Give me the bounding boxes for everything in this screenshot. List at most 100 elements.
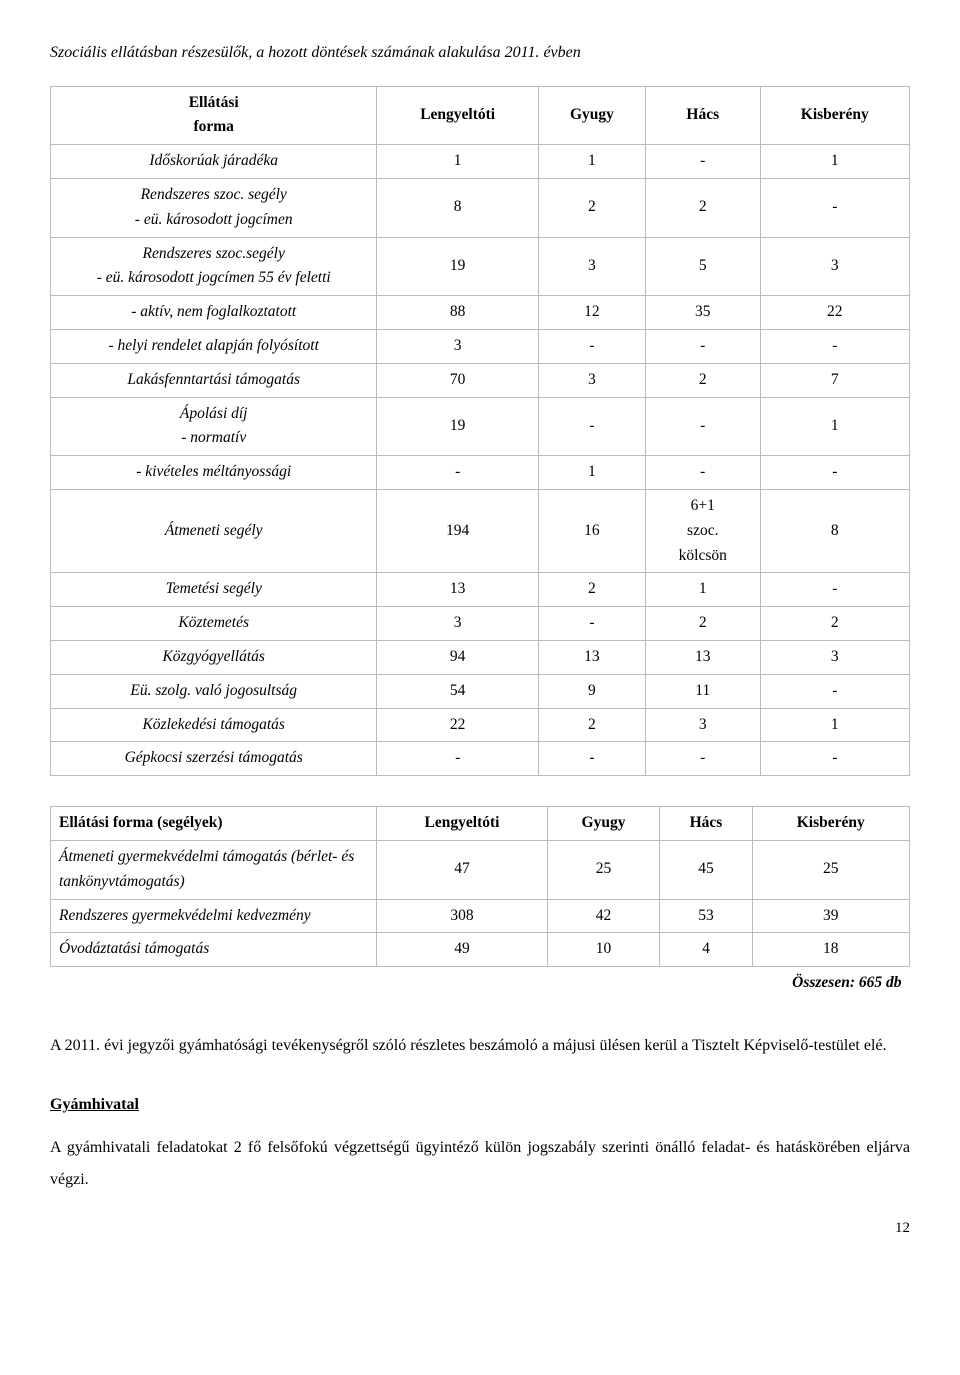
cell: 3 [377,329,538,363]
cell: 19 [377,237,538,296]
cell: 1 [760,397,909,456]
cell: - [645,145,760,179]
cell: 35 [645,296,760,330]
row-label: - aktív, nem foglalkoztatott [51,296,377,330]
cell: 2 [645,363,760,397]
benefits-table-1: Ellátási formaLengyeltótiGyugyHácsKisber… [50,86,910,777]
cell: 9 [538,674,645,708]
table1-col-label: Ellátási forma [51,86,377,145]
cell: 1 [645,573,760,607]
section-heading: Gyámhivatal [50,1092,910,1118]
table-row: - aktív, nem foglalkoztatott88123522 [51,296,910,330]
row-label: Rendszeres gyermekvédelmi kedvezmény [51,899,377,933]
cell: 11 [645,674,760,708]
table-row: Köztemetés3-22 [51,607,910,641]
cell: 42 [547,899,660,933]
cell: 3 [645,708,760,742]
cell: 6+1 szoc. kölcsön [645,489,760,572]
cell: 39 [752,899,910,933]
row-label: Gépkocsi szerzési támogatás [51,742,377,776]
table-row: Átmeneti segély194166+1 szoc. kölcsön8 [51,489,910,572]
cell: - [760,178,909,237]
cell: - [377,456,538,490]
table2-col-gyugy: Gyugy [547,807,660,841]
paragraph-2: A gyámhivatali feladatokat 2 fő felsőfok… [50,1132,910,1196]
row-label: Rendszeres szoc.segély - eü. károsodott … [51,237,377,296]
table-row: Gépkocsi szerzési támogatás---- [51,742,910,776]
table-row: Közlekedési támogatás22231 [51,708,910,742]
row-label: Közlekedési támogatás [51,708,377,742]
table-row: Rendszeres szoc.segély - eü. károsodott … [51,237,910,296]
table2-col-hács: Hács [660,807,752,841]
row-label: Közgyógyellátás [51,640,377,674]
cell: - [760,742,909,776]
doc-title: Szociális ellátásban részesülők, a hozot… [50,40,910,66]
cell: 8 [377,178,538,237]
cell: 10 [547,933,660,967]
cell: 7 [760,363,909,397]
cell: 5 [645,237,760,296]
table-row: Lakásfenntartási támogatás70327 [51,363,910,397]
cell: 22 [760,296,909,330]
cell: 1 [538,145,645,179]
paragraph-1: A 2011. évi jegyzői gyámhatósági tevéken… [50,1030,910,1062]
cell: 3 [377,607,538,641]
row-label: Óvodáztatási támogatás [51,933,377,967]
cell: - [645,456,760,490]
cell: 1 [760,145,909,179]
cell: - [760,329,909,363]
cell: 3 [538,237,645,296]
row-label: Eü. szolg. való jogosultság [51,674,377,708]
cell: - [538,742,645,776]
row-label: Lakásfenntartási támogatás [51,363,377,397]
cell: 4 [660,933,752,967]
table-row: Eü. szolg. való jogosultság54911- [51,674,910,708]
table1-col-hács: Hács [645,86,760,145]
table-row: - kivételes méltányossági-1-- [51,456,910,490]
table-row: Rendszeres szoc. segély - eü. károsodott… [51,178,910,237]
table-row: Temetési segély1321- [51,573,910,607]
row-label: Ápolási díj - normatív [51,397,377,456]
cell: 18 [752,933,910,967]
table2-summary: Összesen: 665 db [51,967,910,1000]
table-row: Átmeneti gyermekvédelmi támogatás (bérle… [51,840,910,899]
table-row: Időskorúak járadéka11-1 [51,145,910,179]
cell: 308 [377,899,547,933]
cell: 54 [377,674,538,708]
cell: 2 [645,178,760,237]
cell: - [645,397,760,456]
page-number: 12 [50,1216,910,1240]
row-label: Átmeneti gyermekvédelmi támogatás (bérle… [51,840,377,899]
cell: 45 [660,840,752,899]
row-label: Temetési segély [51,573,377,607]
cell: 1 [538,456,645,490]
table2-col-kisberény: Kisberény [752,807,910,841]
cell: 25 [752,840,910,899]
cell: 2 [645,607,760,641]
cell: - [760,573,909,607]
cell: 25 [547,840,660,899]
cell: 13 [645,640,760,674]
cell: 2 [538,708,645,742]
cell: 12 [538,296,645,330]
table-row: Közgyógyellátás9413133 [51,640,910,674]
cell: 1 [377,145,538,179]
cell: 13 [377,573,538,607]
cell: 22 [377,708,538,742]
cell: - [538,607,645,641]
cell: 70 [377,363,538,397]
cell: 19 [377,397,538,456]
row-label: Köztemetés [51,607,377,641]
cell: 94 [377,640,538,674]
table-row: Rendszeres gyermekvédelmi kedvezmény3084… [51,899,910,933]
row-label: Rendszeres szoc. segély - eü. károsodott… [51,178,377,237]
cell: 47 [377,840,547,899]
cell: - [538,397,645,456]
cell: 49 [377,933,547,967]
cell: 2 [538,178,645,237]
cell: - [645,329,760,363]
cell: 8 [760,489,909,572]
cell: 3 [538,363,645,397]
row-label: - helyi rendelet alapján folyósított [51,329,377,363]
cell: - [538,329,645,363]
